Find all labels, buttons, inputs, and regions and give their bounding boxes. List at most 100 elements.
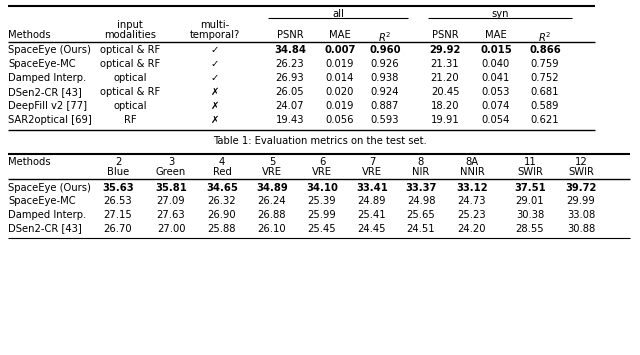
Text: 27.09: 27.09 — [157, 197, 186, 207]
Text: DeepFill v2 [77]: DeepFill v2 [77] — [8, 101, 87, 111]
Text: 24.73: 24.73 — [458, 197, 486, 207]
Text: SpaceEye-MC: SpaceEye-MC — [8, 197, 76, 207]
Text: 7: 7 — [369, 157, 375, 167]
Text: 26.23: 26.23 — [276, 59, 304, 69]
Text: optical & RF: optical & RF — [100, 59, 160, 69]
Text: 26.90: 26.90 — [208, 210, 236, 220]
Text: 27.00: 27.00 — [157, 224, 185, 234]
Text: 25.41: 25.41 — [358, 210, 387, 220]
Text: Table 1: Evaluation metrics on the test set.: Table 1: Evaluation metrics on the test … — [213, 136, 427, 146]
Text: 33.12: 33.12 — [456, 183, 488, 193]
Text: 29.99: 29.99 — [566, 197, 595, 207]
Text: optical & RF: optical & RF — [100, 45, 160, 55]
Text: 30.38: 30.38 — [516, 210, 544, 220]
Text: 24.45: 24.45 — [358, 224, 387, 234]
Text: 0.015: 0.015 — [480, 45, 512, 55]
Text: 24.98: 24.98 — [407, 197, 435, 207]
Text: 24.51: 24.51 — [406, 224, 435, 234]
Text: SWIR: SWIR — [568, 167, 594, 177]
Text: optical: optical — [113, 73, 147, 83]
Text: 0.938: 0.938 — [371, 73, 399, 83]
Text: 0.681: 0.681 — [531, 87, 559, 97]
Text: 33.41: 33.41 — [356, 183, 388, 193]
Text: 25.99: 25.99 — [308, 210, 337, 220]
Text: 26.24: 26.24 — [258, 197, 286, 207]
Text: SpaceEye (Ours): SpaceEye (Ours) — [8, 183, 91, 193]
Text: MAE: MAE — [329, 30, 351, 40]
Text: 35.63: 35.63 — [102, 183, 134, 193]
Text: 0.053: 0.053 — [482, 87, 510, 97]
Text: SpaceEye (Ours): SpaceEye (Ours) — [8, 45, 91, 55]
Text: all: all — [332, 9, 344, 19]
Text: 26.53: 26.53 — [104, 197, 132, 207]
Text: 34.10: 34.10 — [306, 183, 338, 193]
Text: 33.08: 33.08 — [567, 210, 595, 220]
Text: 0.752: 0.752 — [531, 73, 559, 83]
Text: 0.056: 0.056 — [326, 115, 355, 125]
Text: 27.63: 27.63 — [157, 210, 186, 220]
Text: 26.05: 26.05 — [276, 87, 304, 97]
Text: Damped Interp.: Damped Interp. — [8, 73, 86, 83]
Text: 0.589: 0.589 — [531, 101, 559, 111]
Text: 24.07: 24.07 — [276, 101, 304, 111]
Text: 3: 3 — [168, 157, 174, 167]
Text: 21.31: 21.31 — [431, 59, 460, 69]
Text: Methods: Methods — [8, 157, 51, 167]
Text: 8A: 8A — [465, 157, 479, 167]
Text: 37.51: 37.51 — [514, 183, 546, 193]
Text: Blue: Blue — [107, 167, 129, 177]
Text: 0.621: 0.621 — [531, 115, 559, 125]
Text: 26.88: 26.88 — [258, 210, 286, 220]
Text: Green: Green — [156, 167, 186, 177]
Text: 4: 4 — [219, 157, 225, 167]
Text: 0.054: 0.054 — [482, 115, 510, 125]
Text: 8: 8 — [418, 157, 424, 167]
Text: PSNR: PSNR — [276, 30, 303, 40]
Text: NIR: NIR — [412, 167, 429, 177]
Text: 35.81: 35.81 — [155, 183, 187, 193]
Text: optical & RF: optical & RF — [100, 87, 160, 97]
Text: DSen2-CR [43]: DSen2-CR [43] — [8, 224, 82, 234]
Text: 34.89: 34.89 — [256, 183, 288, 193]
Text: 11: 11 — [524, 157, 536, 167]
Text: 12: 12 — [575, 157, 588, 167]
Text: 0.019: 0.019 — [326, 101, 355, 111]
Text: Red: Red — [212, 167, 232, 177]
Text: 5: 5 — [269, 157, 275, 167]
Text: 29.01: 29.01 — [516, 197, 544, 207]
Text: VRE: VRE — [362, 167, 382, 177]
Text: 20.45: 20.45 — [431, 87, 460, 97]
Text: 30.88: 30.88 — [567, 224, 595, 234]
Text: VRE: VRE — [312, 167, 332, 177]
Text: 24.89: 24.89 — [358, 197, 387, 207]
Text: ✓: ✓ — [211, 73, 219, 83]
Text: 0.041: 0.041 — [482, 73, 510, 83]
Text: 24.20: 24.20 — [458, 224, 486, 234]
Text: $R^2$: $R^2$ — [378, 30, 392, 44]
Text: 27.15: 27.15 — [104, 210, 132, 220]
Text: 21.20: 21.20 — [431, 73, 460, 83]
Text: SAR2optical [69]: SAR2optical [69] — [8, 115, 92, 125]
Text: 26.10: 26.10 — [258, 224, 286, 234]
Text: modalities: modalities — [104, 30, 156, 40]
Text: 0.074: 0.074 — [482, 101, 510, 111]
Text: 26.70: 26.70 — [104, 224, 132, 234]
Text: 34.65: 34.65 — [206, 183, 238, 193]
Text: 0.040: 0.040 — [482, 59, 510, 69]
Text: input: input — [117, 20, 143, 30]
Text: 26.32: 26.32 — [208, 197, 236, 207]
Text: 0.007: 0.007 — [324, 45, 356, 55]
Text: SpaceEye-MC: SpaceEye-MC — [8, 59, 76, 69]
Text: 0.960: 0.960 — [369, 45, 401, 55]
Text: 29.92: 29.92 — [429, 45, 461, 55]
Text: ✗: ✗ — [211, 87, 219, 97]
Text: NNIR: NNIR — [460, 167, 484, 177]
Text: 25.88: 25.88 — [208, 224, 236, 234]
Text: Damped Interp.: Damped Interp. — [8, 210, 86, 220]
Text: 6: 6 — [319, 157, 325, 167]
Text: multi-: multi- — [200, 20, 230, 30]
Text: syn: syn — [492, 9, 509, 19]
Text: 19.91: 19.91 — [431, 115, 460, 125]
Text: ✓: ✓ — [211, 59, 219, 69]
Text: 25.65: 25.65 — [406, 210, 435, 220]
